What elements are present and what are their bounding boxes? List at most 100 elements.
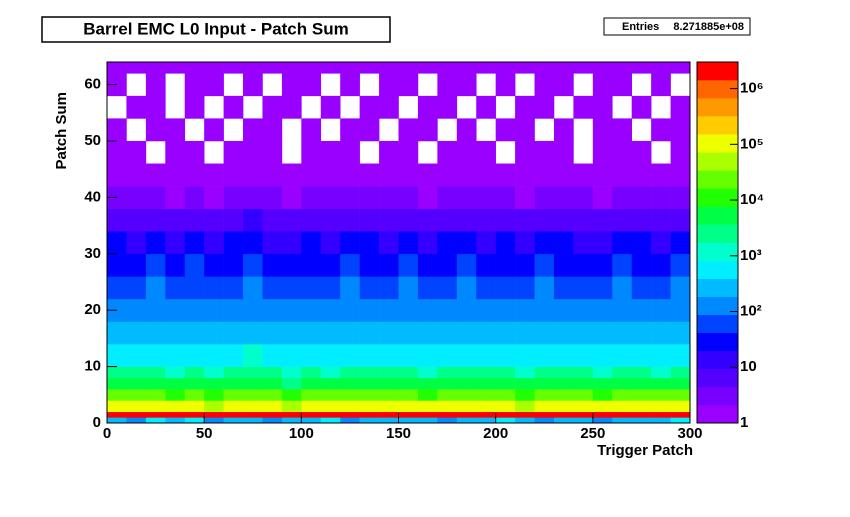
colorbar-swatch	[697, 188, 738, 207]
colorbar-swatch	[697, 404, 738, 424]
heatmap-cell	[417, 400, 438, 413]
heatmap-cell	[631, 377, 652, 390]
heatmap-cell	[359, 62, 380, 74]
heatmap-cell	[515, 253, 535, 277]
heatmap-cell	[651, 186, 671, 209]
heatmap-cell	[592, 417, 613, 424]
heatmap-cell	[126, 344, 147, 367]
heatmap-cell	[340, 377, 360, 390]
heatmap-cell	[417, 321, 438, 345]
heatmap-cell	[670, 389, 691, 401]
heatmap-cell	[515, 140, 535, 164]
heatmap-cell	[145, 400, 166, 413]
heatmap-cell	[495, 417, 516, 424]
colorbar-swatch	[697, 98, 738, 117]
x-axis-label: Trigger Patch	[597, 442, 693, 459]
heatmap-cell	[107, 253, 127, 277]
heatmap-cell	[592, 411, 613, 418]
heatmap-cell	[651, 62, 671, 74]
heatmap-cell	[670, 95, 691, 119]
heatmap-cell	[379, 95, 399, 119]
chart-title: Barrel EMC L0 Input - Patch Sum	[83, 19, 348, 38]
heatmap-cell	[534, 276, 555, 300]
heatmap-cell	[126, 163, 147, 187]
heatmap-cell	[592, 163, 613, 187]
heatmap-cell	[340, 417, 360, 424]
heatmap-cell	[107, 140, 127, 164]
heatmap-cell	[281, 73, 302, 97]
heatmap-cell	[651, 118, 671, 142]
heatmap-cell	[495, 186, 516, 209]
heatmap-cell	[107, 118, 127, 142]
heatmap-cell	[553, 389, 574, 401]
heatmap-cell	[301, 389, 322, 401]
heatmap-cell	[262, 411, 283, 418]
heatmap-cell	[417, 62, 438, 74]
heatmap-cell	[340, 276, 360, 300]
heatmap-cell	[165, 417, 186, 424]
heatmap-cell	[612, 377, 632, 390]
heatmap-cell	[281, 417, 302, 424]
heatmap-cell	[612, 253, 632, 277]
heatmap-cell	[340, 411, 360, 418]
heatmap-cell	[184, 231, 205, 255]
heatmap-cell	[573, 62, 594, 74]
heatmap-cell	[417, 276, 438, 300]
heatmap-cell	[243, 344, 263, 367]
heatmap-cell	[145, 377, 166, 390]
heatmap-cell	[281, 208, 302, 232]
heatmap-cell	[476, 163, 496, 187]
heatmap-cell	[340, 298, 360, 322]
heatmap-cell	[398, 140, 419, 164]
heatmap-cell	[417, 231, 438, 255]
heatmap-cell	[359, 253, 380, 277]
heatmap-cell	[670, 344, 691, 367]
heatmap-cell	[495, 163, 516, 187]
heatmap-cell	[417, 344, 438, 367]
heatmap-cell	[631, 253, 652, 277]
heatmap-cell	[340, 321, 360, 345]
heatmap-cell	[398, 417, 419, 424]
colorbar-tick-label: 10	[740, 358, 757, 375]
heatmap-cell	[126, 276, 147, 300]
heatmap-cell	[145, 186, 166, 209]
heatmap-cell	[553, 253, 574, 277]
heatmap-cell	[553, 344, 574, 367]
heatmap-cell	[651, 73, 671, 97]
heatmap-cell	[592, 208, 613, 232]
heatmap-cell	[204, 298, 224, 322]
heatmap-cell	[515, 417, 535, 424]
heatmap-cell	[340, 163, 360, 187]
heatmap-cell	[592, 73, 613, 97]
heatmap-cell	[417, 411, 438, 418]
heatmap-cell	[340, 140, 360, 164]
heatmap-cell	[379, 73, 399, 97]
heatmap-cell	[204, 163, 224, 187]
heatmap-cell	[165, 163, 186, 187]
heatmap-cell	[515, 344, 535, 367]
heatmap-cell	[495, 344, 516, 367]
heatmap-cell	[379, 344, 399, 367]
heatmap-cell	[107, 344, 127, 367]
heatmap-cell	[670, 186, 691, 209]
heatmap-cell	[456, 417, 477, 424]
heatmap-cell	[243, 140, 263, 164]
heatmap-cell	[495, 366, 516, 379]
colorbar-swatch	[697, 350, 738, 370]
heatmap-cell	[184, 377, 205, 390]
heatmap-cell	[437, 411, 458, 418]
heatmap-cell	[553, 417, 574, 424]
heatmap-cell	[340, 389, 360, 401]
heatmap-cell	[592, 276, 613, 300]
heatmap-cell	[495, 276, 516, 300]
colorbar-swatch	[697, 152, 738, 171]
heatmap-cell	[204, 208, 224, 232]
heatmap-cell	[340, 366, 360, 379]
heatmap-cell	[359, 95, 380, 119]
heatmap-cell	[670, 231, 691, 255]
heatmap-cell	[165, 276, 186, 300]
y-tick-label: 60	[84, 76, 101, 93]
heatmap-cell	[476, 62, 496, 74]
heatmap-cell	[476, 140, 496, 164]
heatmap-cell	[359, 163, 380, 187]
